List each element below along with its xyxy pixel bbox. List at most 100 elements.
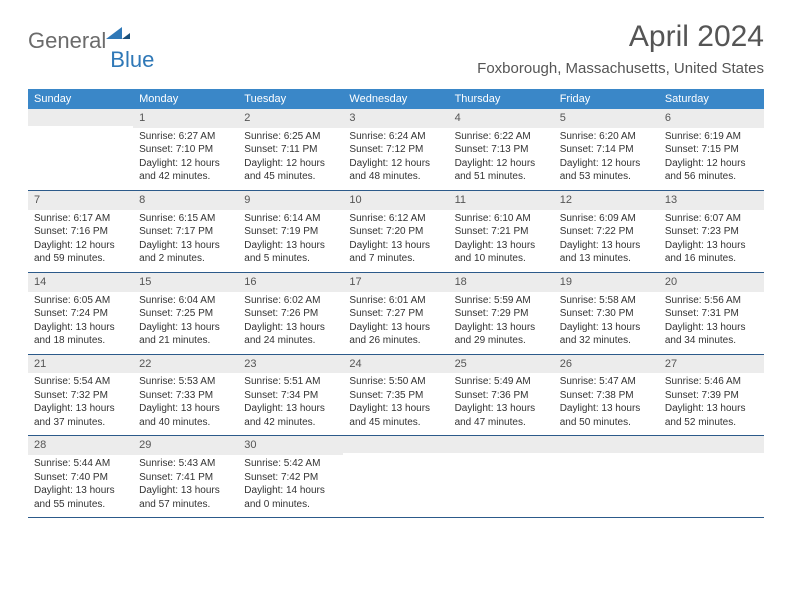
day-cell: 17Sunrise: 6:01 AMSunset: 7:27 PMDayligh… — [343, 273, 448, 354]
day-number: 6 — [659, 109, 764, 128]
day-details: Sunrise: 5:43 AMSunset: 7:41 PMDaylight:… — [133, 455, 238, 517]
daylight-text: Daylight: 13 hours — [139, 321, 232, 335]
day-header: Tuesday — [238, 89, 343, 109]
weeks-container: 1Sunrise: 6:27 AMSunset: 7:10 PMDaylight… — [28, 109, 764, 518]
day-number: 16 — [238, 273, 343, 292]
daylight-text: Daylight: 13 hours — [349, 321, 442, 335]
sunrise-text: Sunrise: 6:17 AM — [34, 212, 127, 226]
day-cell: 7Sunrise: 6:17 AMSunset: 7:16 PMDaylight… — [28, 191, 133, 272]
day-details: Sunrise: 6:07 AMSunset: 7:23 PMDaylight:… — [659, 210, 764, 272]
week-row: 21Sunrise: 5:54 AMSunset: 7:32 PMDayligh… — [28, 355, 764, 437]
daylight-text: and 0 minutes. — [244, 498, 337, 512]
day-number: 29 — [133, 436, 238, 455]
day-number — [449, 436, 554, 453]
daylight-text: Daylight: 13 hours — [244, 402, 337, 416]
daylight-text: and 21 minutes. — [139, 334, 232, 348]
day-cell: 12Sunrise: 6:09 AMSunset: 7:22 PMDayligh… — [554, 191, 659, 272]
daylight-text: and 18 minutes. — [34, 334, 127, 348]
day-number — [659, 436, 764, 453]
sunrise-text: Sunrise: 6:01 AM — [349, 294, 442, 308]
day-header: Thursday — [449, 89, 554, 109]
daylight-text: and 40 minutes. — [139, 416, 232, 430]
sunset-text: Sunset: 7:42 PM — [244, 471, 337, 485]
daylight-text: and 5 minutes. — [244, 252, 337, 266]
daylight-text: Daylight: 12 hours — [455, 157, 548, 171]
day-number: 7 — [28, 191, 133, 210]
day-details: Sunrise: 6:01 AMSunset: 7:27 PMDaylight:… — [343, 292, 448, 354]
daylight-text: and 26 minutes. — [349, 334, 442, 348]
daylight-text: and 45 minutes. — [244, 170, 337, 184]
sunset-text: Sunset: 7:24 PM — [34, 307, 127, 321]
day-number: 3 — [343, 109, 448, 128]
day-details: Sunrise: 5:59 AMSunset: 7:29 PMDaylight:… — [449, 292, 554, 354]
daylight-text: and 16 minutes. — [665, 252, 758, 266]
sunrise-text: Sunrise: 6:05 AM — [34, 294, 127, 308]
daylight-text: and 53 minutes. — [560, 170, 653, 184]
day-details: Sunrise: 5:53 AMSunset: 7:33 PMDaylight:… — [133, 373, 238, 435]
day-number: 23 — [238, 355, 343, 374]
day-cell — [659, 436, 764, 517]
sunset-text: Sunset: 7:30 PM — [560, 307, 653, 321]
sunset-text: Sunset: 7:20 PM — [349, 225, 442, 239]
sunset-text: Sunset: 7:29 PM — [455, 307, 548, 321]
sunset-text: Sunset: 7:13 PM — [455, 143, 548, 157]
daylight-text: and 42 minutes. — [244, 416, 337, 430]
title-block: April 2024 Foxborough, Massachusetts, Un… — [477, 20, 764, 85]
sunrise-text: Sunrise: 5:42 AM — [244, 457, 337, 471]
daylight-text: and 2 minutes. — [139, 252, 232, 266]
daylight-text: Daylight: 13 hours — [139, 239, 232, 253]
day-cell: 8Sunrise: 6:15 AMSunset: 7:17 PMDaylight… — [133, 191, 238, 272]
sunrise-text: Sunrise: 6:27 AM — [139, 130, 232, 144]
daylight-text: Daylight: 12 hours — [139, 157, 232, 171]
sunrise-text: Sunrise: 6:20 AM — [560, 130, 653, 144]
day-details: Sunrise: 6:12 AMSunset: 7:20 PMDaylight:… — [343, 210, 448, 272]
sunset-text: Sunset: 7:12 PM — [349, 143, 442, 157]
daylight-text: and 52 minutes. — [665, 416, 758, 430]
daylight-text: Daylight: 12 hours — [34, 239, 127, 253]
sunset-text: Sunset: 7:10 PM — [139, 143, 232, 157]
daylight-text: and 29 minutes. — [455, 334, 548, 348]
day-details — [659, 453, 764, 461]
daylight-text: and 56 minutes. — [665, 170, 758, 184]
sunrise-text: Sunrise: 5:59 AM — [455, 294, 548, 308]
daylight-text: and 24 minutes. — [244, 334, 337, 348]
day-number — [343, 436, 448, 453]
sunset-text: Sunset: 7:17 PM — [139, 225, 232, 239]
daylight-text: and 51 minutes. — [455, 170, 548, 184]
sunrise-text: Sunrise: 5:43 AM — [139, 457, 232, 471]
daylight-text: and 57 minutes. — [139, 498, 232, 512]
day-details: Sunrise: 6:27 AMSunset: 7:10 PMDaylight:… — [133, 128, 238, 190]
daylight-text: Daylight: 13 hours — [560, 402, 653, 416]
daylight-text: Daylight: 13 hours — [665, 239, 758, 253]
sunrise-text: Sunrise: 5:47 AM — [560, 375, 653, 389]
daylight-text: Daylight: 13 hours — [560, 239, 653, 253]
daylight-text: Daylight: 13 hours — [244, 239, 337, 253]
day-number: 25 — [449, 355, 554, 374]
day-details — [343, 453, 448, 461]
day-cell: 19Sunrise: 5:58 AMSunset: 7:30 PMDayligh… — [554, 273, 659, 354]
day-cell: 1Sunrise: 6:27 AMSunset: 7:10 PMDaylight… — [133, 109, 238, 190]
sunset-text: Sunset: 7:40 PM — [34, 471, 127, 485]
day-number: 14 — [28, 273, 133, 292]
day-details: Sunrise: 5:56 AMSunset: 7:31 PMDaylight:… — [659, 292, 764, 354]
sunrise-text: Sunrise: 6:25 AM — [244, 130, 337, 144]
sunset-text: Sunset: 7:25 PM — [139, 307, 232, 321]
day-number: 27 — [659, 355, 764, 374]
daylight-text: Daylight: 13 hours — [455, 402, 548, 416]
day-number: 12 — [554, 191, 659, 210]
day-details: Sunrise: 5:47 AMSunset: 7:38 PMDaylight:… — [554, 373, 659, 435]
daylight-text: Daylight: 13 hours — [139, 402, 232, 416]
daylight-text: Daylight: 13 hours — [560, 321, 653, 335]
day-number: 26 — [554, 355, 659, 374]
daylight-text: Daylight: 12 hours — [349, 157, 442, 171]
day-number: 11 — [449, 191, 554, 210]
day-number: 21 — [28, 355, 133, 374]
sunrise-text: Sunrise: 5:54 AM — [34, 375, 127, 389]
day-details: Sunrise: 5:44 AMSunset: 7:40 PMDaylight:… — [28, 455, 133, 517]
day-number: 19 — [554, 273, 659, 292]
day-details: Sunrise: 6:22 AMSunset: 7:13 PMDaylight:… — [449, 128, 554, 190]
brand-part1: General — [28, 28, 106, 54]
sunset-text: Sunset: 7:14 PM — [560, 143, 653, 157]
daylight-text: Daylight: 12 hours — [560, 157, 653, 171]
day-cell: 22Sunrise: 5:53 AMSunset: 7:33 PMDayligh… — [133, 355, 238, 436]
